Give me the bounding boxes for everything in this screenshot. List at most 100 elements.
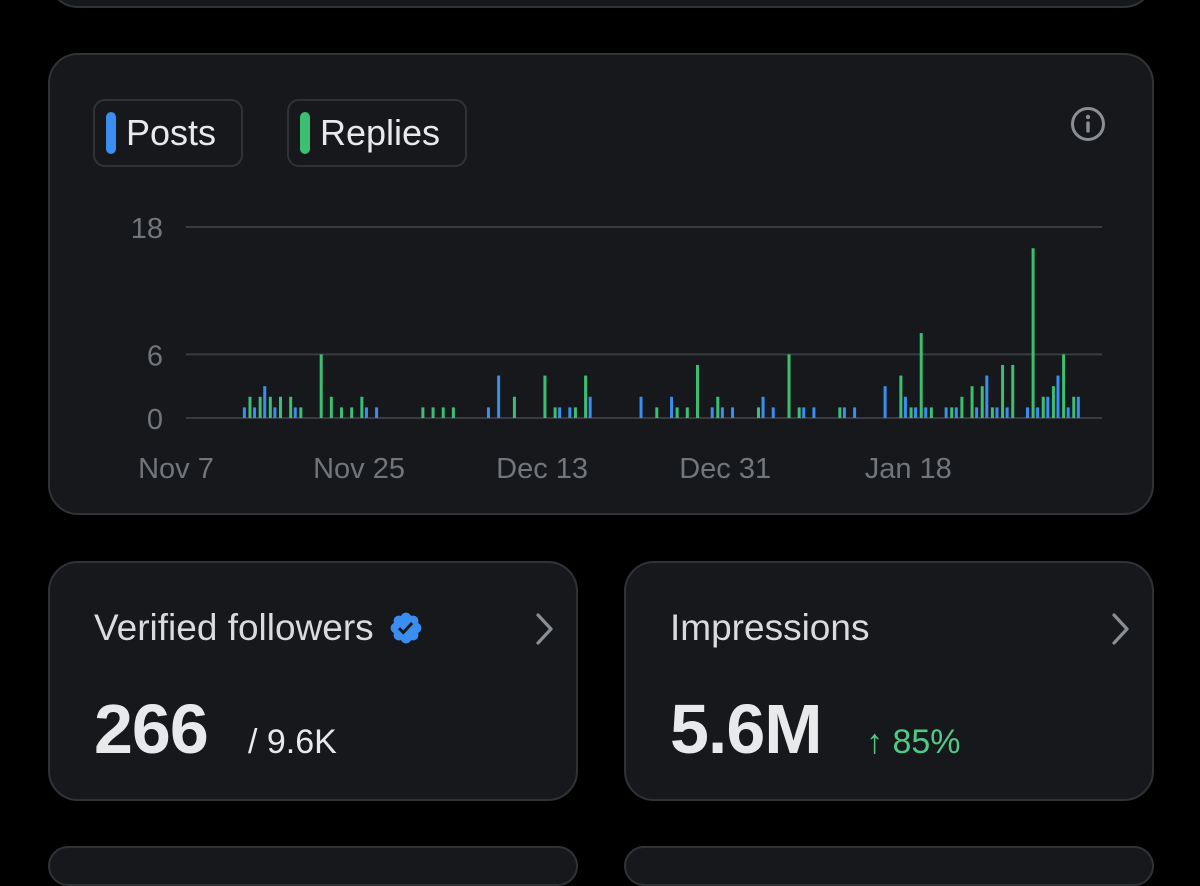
posts-bar[interactable] [731,407,735,418]
replies-bar[interactable] [1062,354,1066,418]
posts-bar[interactable] [1025,407,1029,418]
replies-bar[interactable] [685,407,689,418]
replies-bar[interactable] [360,396,364,418]
posts-bar[interactable] [1005,407,1009,418]
replies-bar[interactable] [340,407,344,418]
replies-bar[interactable] [299,407,303,418]
posts-bar[interactable] [903,396,907,418]
posts-bar[interactable] [914,407,918,418]
verified-followers-card[interactable]: Verified followers 266 / 9.6K [48,561,578,801]
posts-bar[interactable] [588,396,592,418]
replies-bar[interactable] [431,407,435,418]
posts-bar[interactable] [486,407,490,418]
replies-bar[interactable] [350,407,354,418]
posts-bar[interactable] [558,407,562,418]
replies-bar[interactable] [899,375,903,418]
x-tick-label: Jan 18 [865,453,952,485]
posts-bar[interactable] [802,407,806,418]
posts-bar[interactable] [761,396,765,418]
replies-bar[interactable] [909,407,913,418]
replies-bar[interactable] [838,407,842,418]
replies-bar[interactable] [553,407,557,418]
posts-bar[interactable] [497,375,501,418]
replies-bar[interactable] [695,364,699,418]
replies-bar[interactable] [268,396,272,418]
replies-bar[interactable] [421,407,425,418]
replies-bar[interactable] [279,396,282,418]
replies-bar[interactable] [675,407,679,418]
chevron-right-icon [1112,613,1129,645]
posts-bar[interactable] [954,407,958,418]
replies-bar[interactable] [329,396,333,418]
x-tick-label: Nov 25 [313,453,405,485]
info-icon[interactable] [1068,104,1108,144]
posts-bar[interactable] [842,407,846,418]
posts-bar[interactable] [1046,396,1050,418]
posts-bar[interactable] [242,407,246,418]
posts-bar[interactable] [253,407,257,418]
replies-bar[interactable] [248,396,252,418]
replies-bar[interactable] [787,354,791,418]
impressions-card[interactable]: Impressions 5.6M ↑ 85% [624,561,1154,801]
replies-bar[interactable] [1001,364,1005,418]
next-card-right-edge [624,846,1154,886]
replies-bar[interactable] [716,396,720,418]
replies-bar[interactable] [584,375,588,418]
posts-bar[interactable] [771,407,775,418]
posts-bar[interactable] [293,407,297,418]
replies-bar[interactable] [1051,386,1055,418]
posts-bar[interactable] [364,407,368,418]
posts-bar[interactable] [720,407,724,418]
replies-bar[interactable] [756,407,760,418]
replies-bar[interactable] [1041,396,1045,418]
posts-bar[interactable] [670,396,674,418]
posts-bar[interactable] [375,407,379,418]
replies-bar[interactable] [950,407,954,418]
posts-bar[interactable] [924,407,928,418]
verified-followers-title: Verified followers [94,607,374,648]
posts-bar[interactable] [995,407,999,418]
posts-bar[interactable] [273,407,277,418]
replies-bar[interactable] [655,407,659,418]
posts-bar[interactable] [1056,375,1060,418]
replies-bar[interactable] [573,407,577,418]
replies-bar[interactable] [289,396,293,418]
replies-bar[interactable] [960,396,964,418]
replies-bar[interactable] [1011,364,1015,418]
replies-bar[interactable] [990,407,994,418]
legend-posts-label: Posts [126,112,217,153]
verified-followers-count: 266 [94,690,209,768]
posts-bar[interactable] [883,386,887,418]
replies-bar[interactable] [980,386,984,418]
posts-bar[interactable] [985,375,989,418]
chevron-right-icon [536,613,553,645]
legend-replies-label: Replies [320,112,441,153]
legend-replies-toggle[interactable]: Replies [287,99,467,167]
posts-bar[interactable] [1036,407,1040,418]
replies-bar[interactable] [970,386,974,418]
posts-bar[interactable] [639,396,643,418]
replies-bar[interactable] [1072,396,1076,418]
posts-bar[interactable] [1066,407,1070,418]
replies-bar[interactable] [1031,248,1035,418]
posts-bar[interactable] [710,407,714,418]
legend-posts-toggle[interactable]: Posts [93,99,243,167]
replies-bar[interactable] [919,333,923,418]
replies-bar[interactable] [929,407,933,418]
verified-badge-icon [388,610,424,646]
replies-bar[interactable] [512,396,516,418]
replies-bar[interactable] [258,396,262,418]
replies-bar[interactable] [319,354,323,418]
posts-bar[interactable] [975,407,979,418]
replies-bar[interactable] [441,407,445,418]
posts-bar[interactable] [263,386,267,418]
replies-bar[interactable] [543,375,547,418]
posts-bar[interactable] [1076,396,1080,418]
posts-bar[interactable] [568,407,572,418]
posts-bar[interactable] [853,407,857,418]
replies-bar[interactable] [451,407,455,418]
posts-bar[interactable] [812,407,816,418]
posts-bar[interactable] [944,407,948,418]
replies-swatch [300,112,310,154]
replies-bar[interactable] [797,407,801,418]
